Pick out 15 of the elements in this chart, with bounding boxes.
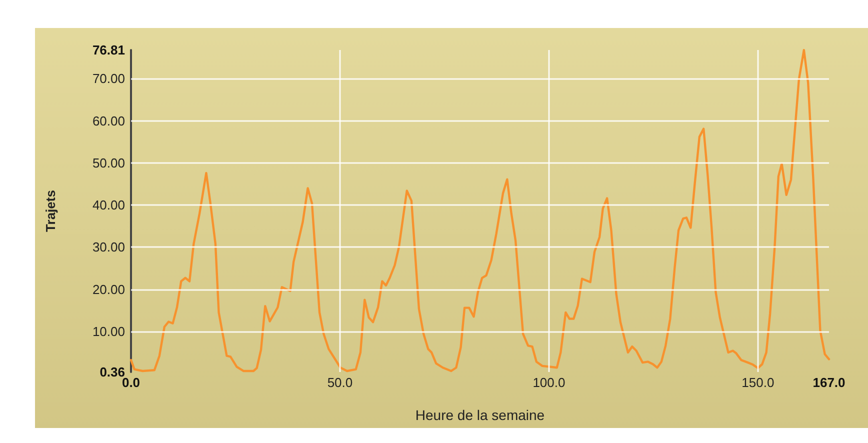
y-tick-label: 30.00: [92, 240, 125, 255]
y-tick-label: 70.00: [92, 71, 125, 86]
y-tick-label: 20.00: [92, 282, 125, 297]
x-tick-label: 50.0: [327, 375, 353, 390]
y-tick-label: 40.00: [92, 198, 125, 213]
line-series: [130, 48, 830, 372]
y-tick-label: 60.00: [92, 113, 125, 128]
x-tick-label: 100.0: [532, 375, 566, 390]
y-tick-label: 10.00: [92, 324, 125, 339]
y-tick-label: 76.81: [92, 42, 125, 58]
x-tick-label: 167.0: [812, 375, 846, 390]
y-tick-label: 50.00: [92, 155, 125, 170]
y-axis-title: Trajets: [43, 190, 58, 232]
x-axis-title: Heure de la semaine: [415, 407, 545, 423]
x-tick-label: 150.0: [742, 375, 774, 390]
